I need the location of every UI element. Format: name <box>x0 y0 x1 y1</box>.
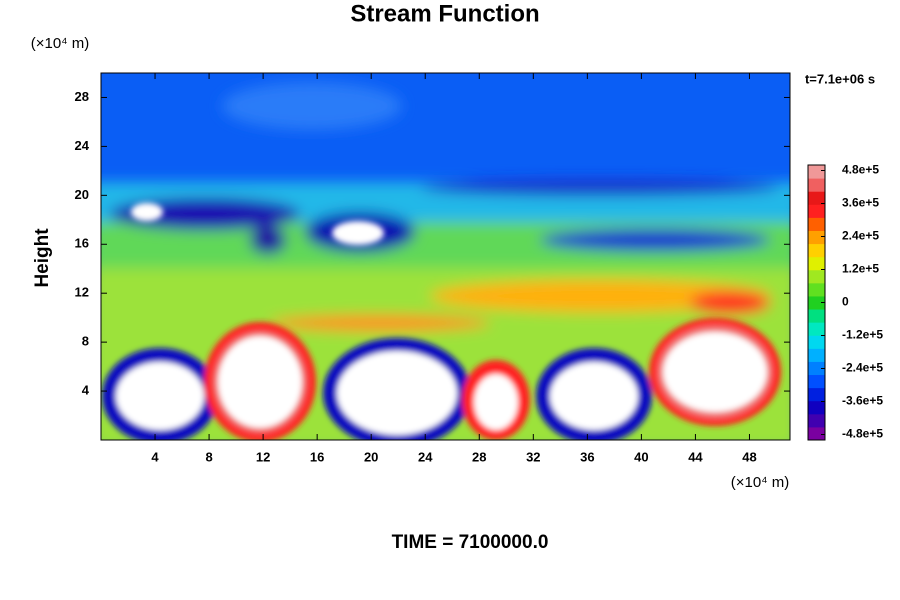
y-axis-label: Height <box>32 228 53 288</box>
colorbar-band <box>808 413 825 428</box>
y-unit: (×10⁴ m) <box>31 35 90 52</box>
colorbar-band <box>808 256 825 271</box>
colorbar-band <box>808 426 825 441</box>
y-tick-label: 28 <box>75 89 89 104</box>
contour-field <box>101 73 790 440</box>
colorbar-tick-label: 3.6e+5 <box>842 196 879 210</box>
y-tick-label: 8 <box>82 334 89 349</box>
colorbar-tick-label: -3.6e+5 <box>842 394 883 408</box>
colorbar-band <box>808 400 825 415</box>
x-tick-label: 16 <box>310 449 324 464</box>
colorbar-band <box>808 217 825 231</box>
y-tick-label: 4 <box>82 383 90 398</box>
x-tick-label: 48 <box>742 449 756 464</box>
colorbar-band <box>808 348 825 362</box>
colorbar-band <box>808 322 825 336</box>
time-stamp: t=7.1e+06 s <box>805 71 875 86</box>
x-tick-label: 44 <box>688 449 703 464</box>
x-tick-label: 4 <box>151 449 159 464</box>
y-tick-label: 20 <box>75 187 89 202</box>
plot-frame <box>100 72 791 441</box>
colorbar-tick-label: -2.4e+5 <box>842 361 883 375</box>
colorbar-band <box>808 230 825 245</box>
colorbar-band <box>808 204 825 218</box>
x-tick-label: 8 <box>205 449 212 464</box>
colorbar-band <box>808 243 825 258</box>
y-tick-label: 12 <box>75 285 89 300</box>
colorbar-band <box>808 374 825 389</box>
colorbar-tick-label: 2.4e+5 <box>842 229 879 243</box>
x-tick-label: 28 <box>472 449 486 464</box>
footer: TIME = 7100000.0 <box>392 532 549 553</box>
colorbar-tick-label: 0 <box>842 295 849 309</box>
colorbar-band <box>808 269 825 284</box>
x-unit: (×10⁴ m) <box>731 474 790 491</box>
chart-title: Stream Function <box>350 0 539 27</box>
colorbar-band <box>808 295 825 310</box>
colorbar-band <box>808 282 825 297</box>
x-tick-label: 32 <box>526 449 540 464</box>
colorbar-band <box>808 387 825 402</box>
colorbar-band <box>808 165 825 179</box>
x-tick-label: 40 <box>634 449 648 464</box>
x-tick-label: 24 <box>418 449 433 464</box>
y-tick-label: 24 <box>75 138 90 153</box>
x-tick-label: 36 <box>580 449 594 464</box>
y-tick-label: 16 <box>75 236 89 251</box>
colorbar-band <box>808 191 825 205</box>
colorbar-tick-label: 4.8e+5 <box>842 163 879 177</box>
colorbar-tick-label: 1.2e+5 <box>842 262 879 276</box>
colorbar-tick-label: -4.8e+5 <box>842 427 883 441</box>
x-tick-label: 12 <box>256 449 270 464</box>
colorbar-band <box>808 335 825 349</box>
colorbar-band <box>808 178 825 192</box>
colorbar-tick-label: -1.2e+5 <box>842 328 883 342</box>
colorbar-band <box>808 361 825 376</box>
x-tick-label: 20 <box>364 449 378 464</box>
colorbar-band <box>808 309 825 323</box>
